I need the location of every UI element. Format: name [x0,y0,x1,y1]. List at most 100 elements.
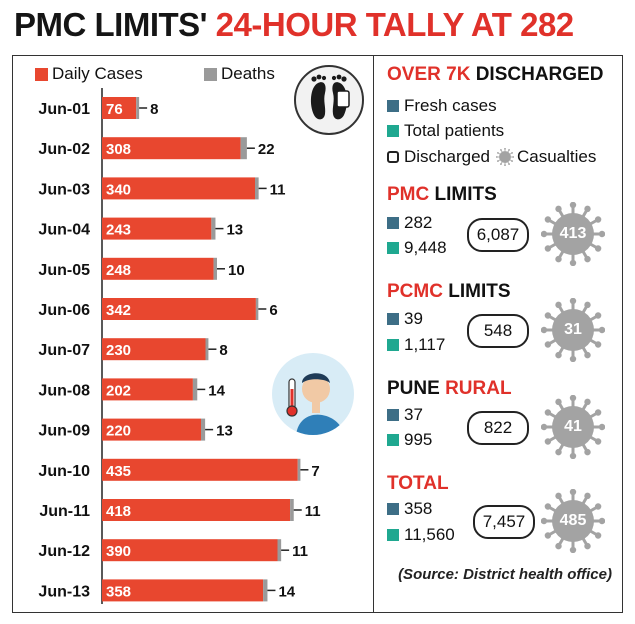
pcmc-casualties-value: 31 [564,321,582,338]
legend-daily-cases: Daily Cases [35,64,143,84]
total-swatch [387,125,399,137]
deaths-value: 11 [305,503,321,520]
deaths-bar [290,499,294,521]
daily-cases-value: 76 [106,101,123,118]
deaths-bar [136,97,140,119]
legend-deaths-label: Deaths [221,64,275,83]
feet-icon [294,65,364,135]
daily-cases-bar [102,137,241,160]
legend-swatch-deaths [204,67,217,81]
pmc-total-value: 9,448 [404,238,447,257]
section-pcmc-red: PCMC [387,281,443,302]
virus-icon: 413 [540,201,606,267]
rural-fresh: 37 [387,405,423,425]
pcmc-fresh: 39 [387,309,423,329]
daily-cases-bar [102,499,291,521]
category-label: Jun-09 [38,423,90,440]
deaths-bar [213,257,217,280]
legend-total-label: Total patients [404,121,505,140]
virus-icon: 41 [540,394,606,460]
total-total-value: 11,560 [404,525,455,544]
pmc-discharged-value: 6,087 [476,225,520,244]
total-fresh: 358 [387,499,432,519]
deaths-value: 11 [270,181,286,198]
infographic-frame [12,55,623,613]
legend-casualties-label: Casualties [517,147,597,166]
section-pcmc-heading: PCMC LIMITS [387,281,511,303]
daily-cases-bar [102,177,255,200]
deaths-value: 6 [269,302,277,319]
deaths-bar [297,458,301,481]
pmc-casualties-value: 413 [559,225,587,242]
pmc-fresh-value: 282 [404,213,433,232]
section-pmc-red: PMC [387,184,430,205]
category-label: Jun-05 [38,262,90,279]
pmc-fresh: 282 [387,213,432,233]
legend-daily-label: Daily Cases [52,64,143,83]
daily-cases-value: 202 [106,382,131,399]
daily-cases-bar [102,257,214,280]
deaths-value: 14 [278,583,295,600]
section-total-heading: TOTAL [387,473,449,495]
deaths-bar [277,539,282,562]
pcmc-total: 1,117 [387,335,445,355]
right-heading-black: DISCHARGED [475,64,604,85]
category-label: Jun-06 [38,302,90,319]
section-pmc-heading: PMC LIMITS [387,184,497,206]
rural-total: 995 [387,430,432,450]
total-total: 11,560 [387,525,455,545]
total-fresh-value: 358 [404,499,433,518]
deaths-value: 10 [228,262,245,279]
daily-cases-value: 342 [106,302,131,319]
section-rural-heading: PUNE RURAL [387,378,512,400]
category-label: Jun-01 [38,101,90,118]
legend-total-patients: Total patients [387,121,504,141]
total-discharged-pill: 7,457 [473,505,535,539]
category-label: Jun-02 [38,141,90,158]
deaths-bar [211,217,216,240]
legend-swatch-daily [35,67,48,81]
daily-cases-bar [102,378,193,401]
section-pmc-black: LIMITS [434,184,497,205]
daily-cases-value: 220 [106,423,131,440]
title-black: PMC LIMITS' [14,6,208,43]
category-label: Jun-10 [38,463,90,480]
total-discharged-value: 7,457 [482,512,526,531]
daily-cases-bar [102,579,264,602]
pcmc-discharged-pill: 548 [467,314,529,348]
pcmc-discharged-value: 548 [483,321,513,340]
legend-deaths: Deaths [204,64,275,84]
category-label: Jun-08 [38,382,90,399]
deaths-bar [201,418,206,441]
category-label: Jun-13 [38,583,90,600]
rural-casualties-value: 41 [564,418,582,435]
legend-discharged-label: Discharged [404,147,490,166]
legend-discharged: Discharged Casualties [387,147,596,167]
right-heading-red: OVER 7K [387,64,471,85]
title-red: 24-HOUR TALLY AT 282 [215,6,574,43]
daily-cases-value: 340 [106,181,131,198]
daily-cases-value: 358 [106,583,131,600]
virus-icon: 31 [540,297,606,363]
daily-cases-bar [102,97,137,119]
pmc-total: 9,448 [387,238,447,258]
deaths-value: 13 [216,423,233,440]
deaths-value: 8 [219,342,227,359]
right-heading: OVER 7K DISCHARGED [387,64,603,86]
pcmc-fresh-value: 39 [404,309,423,328]
daily-cases-value: 390 [106,543,131,560]
panel-divider [373,55,374,613]
pcmc-total-value: 1,117 [404,335,446,354]
category-label: Jun-07 [38,342,90,359]
legend-fresh-label: Fresh cases [404,96,497,115]
daily-cases-value: 308 [106,141,131,158]
category-label: Jun-03 [38,181,90,198]
deaths-value: 11 [292,543,308,560]
deaths-value: 8 [150,101,158,118]
total-casualties-value: 485 [559,512,587,529]
page-title: PMC LIMITS' 24-HOUR TALLY AT 282 [14,6,624,50]
fever-thermometer-icon [272,353,354,435]
daily-cases-bar [102,217,212,240]
deaths-value: 22 [258,141,275,158]
